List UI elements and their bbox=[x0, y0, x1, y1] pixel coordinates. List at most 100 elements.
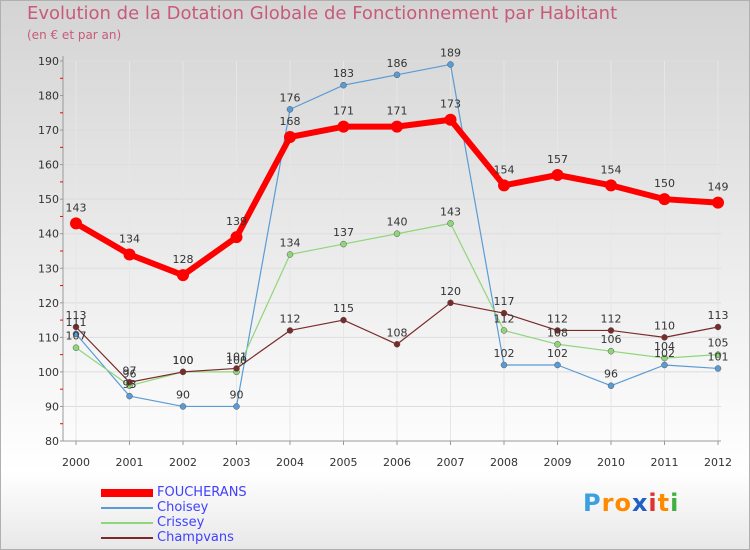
data-point bbox=[179, 403, 187, 410]
legend-label-foucherans: FOUCHERANS bbox=[157, 485, 247, 500]
data-point bbox=[340, 316, 347, 324]
data-point bbox=[607, 347, 615, 355]
data-label: 183 bbox=[333, 67, 354, 80]
data-point bbox=[661, 361, 668, 369]
data-point bbox=[607, 382, 615, 389]
y-tick-label: 130 bbox=[38, 262, 59, 275]
data-label: 154 bbox=[494, 163, 515, 176]
data-label: 176 bbox=[280, 91, 301, 104]
data-point bbox=[72, 344, 80, 351]
data-label: 112 bbox=[547, 312, 568, 325]
data-label: 112 bbox=[280, 312, 301, 325]
data-point bbox=[447, 299, 454, 307]
data-point bbox=[393, 71, 401, 79]
legend-swatch-champvans bbox=[101, 537, 153, 539]
data-point bbox=[605, 179, 617, 192]
y-tick-label: 120 bbox=[38, 297, 59, 310]
legend-label-choisey: Choisey bbox=[157, 500, 209, 515]
data-label: 171 bbox=[333, 105, 354, 118]
proxiti-logo: Proxiti bbox=[583, 489, 679, 517]
data-point bbox=[661, 354, 668, 362]
data-point bbox=[177, 269, 189, 282]
data-label: 107 bbox=[66, 330, 87, 343]
data-point bbox=[551, 169, 564, 181]
data-label: 111 bbox=[66, 316, 87, 329]
data-point bbox=[500, 327, 508, 334]
data-point bbox=[340, 81, 347, 89]
data-point bbox=[554, 327, 561, 334]
x-tick-label: 2011 bbox=[651, 456, 679, 469]
data-label: 100 bbox=[226, 354, 247, 367]
data-point bbox=[284, 131, 296, 143]
y-tick-label: 140 bbox=[38, 228, 59, 241]
data-point bbox=[340, 240, 347, 248]
legend-label-champvans: Champvans bbox=[157, 530, 234, 545]
data-label: 143 bbox=[66, 201, 87, 214]
logo-letter: o bbox=[614, 489, 632, 517]
data-label: 120 bbox=[440, 285, 461, 298]
data-label: 115 bbox=[333, 302, 354, 315]
data-point bbox=[498, 179, 510, 192]
data-label: 105 bbox=[708, 337, 729, 350]
data-label: 186 bbox=[387, 57, 408, 70]
data-point bbox=[391, 120, 403, 133]
legend-swatch-foucherans bbox=[101, 489, 153, 497]
data-label: 137 bbox=[333, 226, 354, 239]
data-label: 128 bbox=[173, 253, 194, 266]
data-label: 157 bbox=[547, 153, 568, 166]
data-label: 134 bbox=[280, 236, 301, 249]
data-label: 104 bbox=[654, 340, 675, 353]
data-point bbox=[500, 309, 508, 317]
y-tick-label: 160 bbox=[38, 159, 59, 172]
y-tick-label: 170 bbox=[38, 124, 59, 137]
data-label: 139 bbox=[226, 215, 247, 228]
data-label: 140 bbox=[387, 216, 408, 229]
x-tick-label: 2010 bbox=[597, 456, 625, 469]
data-label: 102 bbox=[547, 347, 568, 360]
data-label: 173 bbox=[440, 98, 461, 111]
data-label: 112 bbox=[601, 312, 622, 325]
logo-letter: x bbox=[631, 489, 649, 517]
y-tick-label: 150 bbox=[38, 193, 59, 206]
data-point bbox=[714, 323, 722, 331]
data-point bbox=[444, 113, 457, 126]
x-tick-label: 2003 bbox=[223, 456, 251, 469]
data-label: 101 bbox=[708, 350, 729, 363]
data-point bbox=[286, 106, 294, 113]
data-point bbox=[123, 248, 136, 261]
x-tick-label: 2009 bbox=[544, 456, 572, 469]
data-label: 134 bbox=[119, 232, 140, 245]
logo-letter: P bbox=[583, 489, 602, 517]
x-tick-label: 2002 bbox=[169, 456, 197, 469]
data-label: 171 bbox=[387, 105, 408, 118]
data-point bbox=[233, 403, 240, 410]
data-point bbox=[607, 327, 615, 334]
y-tick-label: 180 bbox=[38, 90, 59, 103]
data-point bbox=[661, 334, 668, 341]
data-point bbox=[714, 365, 722, 372]
data-label: 113 bbox=[708, 309, 729, 322]
data-point bbox=[179, 368, 187, 376]
data-label: 102 bbox=[494, 347, 515, 360]
x-tick-label: 2007 bbox=[437, 456, 465, 469]
data-label: 108 bbox=[547, 326, 568, 339]
chart-title: Evolution de la Dotation Globale de Fonc… bbox=[27, 3, 618, 24]
data-label: 117 bbox=[494, 295, 515, 308]
data-point bbox=[658, 193, 671, 206]
data-label: 96 bbox=[604, 368, 618, 381]
logo-letter: r bbox=[601, 489, 615, 517]
data-point bbox=[230, 231, 243, 244]
data-point bbox=[714, 351, 722, 358]
data-label: 100 bbox=[173, 354, 194, 367]
y-tick-label: 100 bbox=[38, 366, 59, 379]
data-label: 150 bbox=[654, 177, 675, 190]
legend-swatch-choisey bbox=[101, 507, 153, 509]
y-tick-label: 110 bbox=[38, 331, 59, 344]
data-label: 101 bbox=[226, 350, 247, 363]
data-label: 90 bbox=[230, 388, 244, 401]
legend-label-crissey: Crissey bbox=[157, 515, 205, 530]
x-tick-label: 2006 bbox=[383, 456, 411, 469]
data-label: 93 bbox=[123, 378, 137, 391]
data-label: 102 bbox=[654, 347, 675, 360]
